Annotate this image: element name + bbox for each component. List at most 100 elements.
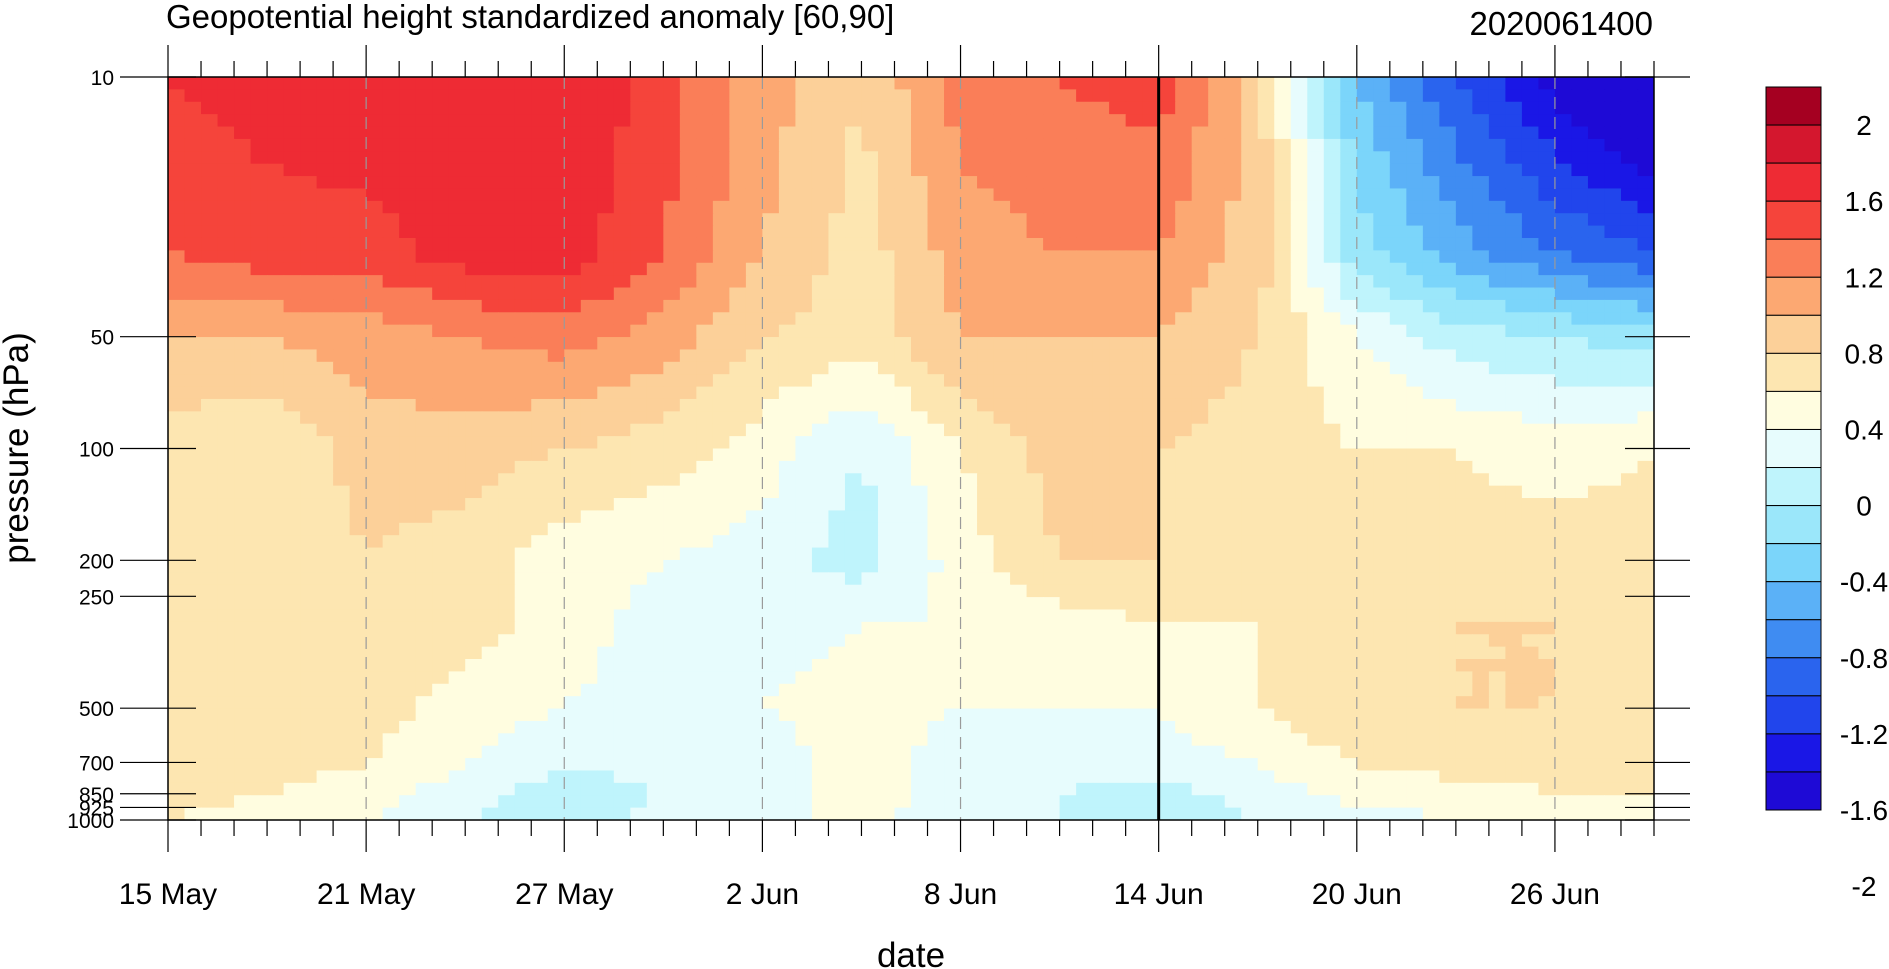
- contour-cell: [234, 758, 252, 772]
- contour-cell: [481, 176, 499, 190]
- contour-cell: [564, 460, 582, 474]
- contour-cell: [877, 386, 896, 400]
- contour-cell: [944, 473, 962, 487]
- contour-cell: [729, 299, 747, 313]
- contour-cell: [778, 510, 797, 524]
- contour-cell: [1026, 597, 1044, 611]
- contour-cell: [1010, 361, 1028, 375]
- contour-cell: [465, 250, 483, 264]
- contour-cell: [201, 621, 219, 635]
- contour-cell: [1356, 646, 1374, 660]
- contour-cell: [564, 349, 582, 363]
- contour-cell: [1224, 535, 1242, 549]
- contour-cell: [1505, 337, 1523, 351]
- contour-cell: [366, 708, 384, 722]
- contour-cell: [795, 671, 813, 685]
- contour-cell: [911, 114, 929, 128]
- contour-cell: [432, 299, 450, 313]
- contour-cell: [514, 609, 532, 623]
- contour-cell: [778, 138, 797, 152]
- contour-cell: [316, 720, 334, 734]
- contour-cell: [217, 361, 235, 375]
- contour-cell: [877, 250, 896, 264]
- contour-cell: [1571, 436, 1589, 450]
- contour-cell: [465, 213, 483, 227]
- contour-cell: [844, 77, 863, 90]
- contour-cell: [415, 411, 433, 425]
- contour-cell: [1587, 324, 1606, 338]
- contour-cell: [696, 547, 714, 561]
- contour-cell: [1257, 77, 1275, 90]
- contour-cell: [1191, 225, 1209, 239]
- contour-cell: [382, 225, 400, 239]
- contour-cell: [184, 200, 202, 214]
- contour-cell: [1109, 547, 1127, 561]
- contour-cell: [630, 89, 648, 103]
- contour-cell: [1076, 386, 1094, 400]
- contour-cell: [679, 572, 697, 586]
- contour-cell: [1158, 151, 1176, 165]
- contour-cell: [1026, 126, 1044, 140]
- contour-cell: [597, 398, 615, 412]
- contour-cell: [1142, 163, 1160, 177]
- contour-cell: [1257, 213, 1275, 227]
- contour-cell: [911, 423, 929, 437]
- contour-cell: [1356, 498, 1374, 512]
- contour-cell: [1274, 745, 1292, 759]
- contour-cell: [1191, 361, 1209, 375]
- contour-cell: [1521, 126, 1540, 140]
- contour-cell: [1472, 423, 1490, 437]
- contour-cell: [696, 597, 714, 611]
- contour-cell: [1059, 126, 1077, 140]
- contour-cell: [1076, 584, 1094, 598]
- contour-cell: [1521, 609, 1540, 623]
- contour-cell: [1538, 460, 1556, 474]
- contour-cell: [1224, 225, 1242, 239]
- contour-cell: [366, 374, 384, 388]
- contour-cell: [316, 510, 334, 524]
- contour-cell: [1274, 510, 1292, 524]
- contour-cell: [944, 101, 962, 115]
- contour-cell: [844, 758, 863, 772]
- contour-cell: [1406, 398, 1424, 412]
- contour-cell: [944, 374, 962, 388]
- contour-cell: [349, 498, 367, 512]
- contour-cell: [1422, 176, 1440, 190]
- contour-cell: [201, 535, 219, 549]
- contour-cell: [960, 448, 978, 462]
- contour-cell: [1620, 733, 1639, 747]
- contour-cell: [877, 609, 896, 623]
- contour-cell: [861, 659, 879, 672]
- contour-cell: [745, 176, 763, 190]
- contour-cell: [1059, 572, 1077, 586]
- contour-cell: [1488, 151, 1506, 165]
- contour-cell: [1208, 584, 1226, 598]
- contour-cell: [415, 163, 433, 177]
- contour-cell: [1538, 411, 1556, 425]
- contour-cell: [250, 176, 268, 190]
- contour-cell: [1026, 634, 1044, 648]
- contour-cell: [1422, 572, 1440, 586]
- contour-cell: [1109, 312, 1127, 326]
- contour-cell: [1439, 411, 1457, 425]
- contour-cell: [1356, 126, 1374, 140]
- contour-cell: [184, 324, 202, 338]
- contour-cell: [349, 411, 367, 425]
- contour-cell: [1059, 708, 1077, 722]
- contour-cell: [1191, 473, 1209, 487]
- contour-cell: [762, 349, 780, 363]
- contour-cell: [1026, 138, 1044, 152]
- contour-cell: [481, 138, 499, 152]
- contour-cell: [1488, 275, 1506, 289]
- contour-cell: [1637, 138, 1654, 152]
- contour-cell: [349, 572, 367, 586]
- contour-cell: [1455, 498, 1473, 512]
- contour-cell: [663, 460, 681, 474]
- contour-cell: [1290, 683, 1308, 697]
- contour-cell: [382, 671, 400, 685]
- contour-cell: [498, 597, 516, 611]
- contour-cell: [762, 708, 780, 722]
- contour-cell: [1406, 250, 1424, 264]
- contour-cell: [1455, 621, 1473, 635]
- contour-cell: [349, 374, 367, 388]
